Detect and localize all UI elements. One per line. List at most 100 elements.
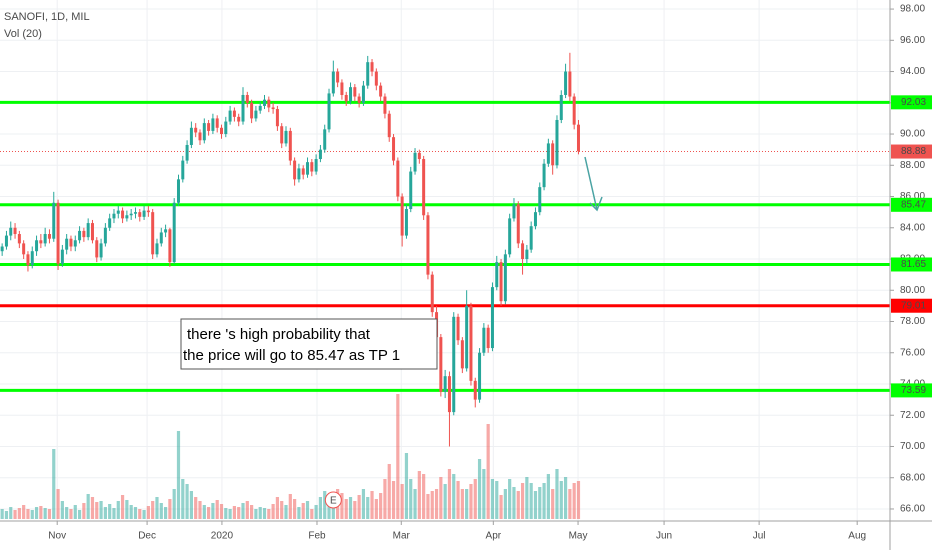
candle-body	[172, 202, 176, 263]
volume-bar	[172, 489, 176, 519]
volume-bar	[396, 394, 400, 519]
volume-bar	[456, 481, 460, 519]
candle-body	[409, 171, 413, 210]
y-tick-label: 68.00	[900, 472, 925, 483]
candle-body	[108, 218, 112, 228]
candle-body	[460, 340, 464, 369]
volume-bar	[529, 483, 533, 519]
candle-body	[39, 240, 43, 244]
volume-bar	[323, 491, 327, 519]
volume-bar	[0, 509, 4, 519]
volume-bar	[245, 501, 249, 519]
volume-bar	[331, 501, 335, 519]
annotation-line: the price will go to 85.47 as TP 1	[183, 347, 400, 364]
volume-bar	[357, 495, 361, 519]
volume-bar	[228, 509, 232, 519]
candle-body	[495, 262, 499, 288]
candle-body	[379, 85, 383, 97]
volume-bar	[447, 469, 452, 519]
candle-body	[456, 316, 460, 341]
candle-body	[232, 110, 236, 117]
volume-bar	[477, 459, 482, 519]
volume-bar	[318, 497, 323, 519]
volume-bar	[563, 477, 568, 519]
candle-body	[426, 215, 430, 275]
volume-bar	[434, 489, 439, 519]
candle-body	[331, 71, 335, 94]
volume-bar	[422, 474, 426, 519]
candle-body	[155, 243, 159, 255]
candle-body	[413, 152, 417, 172]
volume-bar	[26, 509, 30, 519]
candle-body	[52, 202, 56, 239]
last-price-badge	[891, 144, 932, 159]
level-label: 73.59	[901, 385, 926, 396]
volume-bar	[202, 505, 206, 519]
volume-bar	[39, 506, 43, 519]
candle-body	[99, 243, 103, 258]
candle-body	[284, 130, 288, 144]
volume-bar	[387, 464, 391, 519]
volume-bar	[219, 504, 224, 519]
volume-bar	[559, 481, 563, 519]
volume-bar	[280, 501, 284, 519]
candle-body	[297, 168, 301, 180]
candle-body	[47, 234, 51, 239]
candle-body	[486, 327, 490, 349]
volume-bar	[495, 481, 499, 519]
volume-bar	[340, 493, 344, 519]
candle-body	[318, 149, 322, 160]
candle-body	[357, 96, 361, 103]
level-label: 92.03	[901, 97, 926, 108]
volume-bar	[404, 453, 409, 519]
volume-bar	[211, 503, 215, 519]
candle-body	[125, 215, 129, 219]
candle-body	[73, 240, 77, 247]
volume-bar	[142, 510, 146, 519]
candle-body	[572, 96, 576, 125]
volume-bar	[34, 507, 39, 519]
volume-bar	[215, 500, 219, 519]
volume-bar	[370, 491, 374, 519]
candle-body	[245, 94, 249, 103]
candle-body	[396, 160, 400, 197]
volume-bar	[82, 503, 86, 519]
last-price-label: 88.88	[901, 146, 926, 157]
candle-body	[202, 123, 206, 141]
candle-body	[164, 229, 168, 233]
candle-body	[95, 240, 99, 258]
volume-bar	[129, 505, 133, 519]
candle-body	[43, 234, 47, 244]
volume-bar	[65, 507, 69, 519]
volume-bar	[22, 505, 26, 519]
candle-body	[112, 213, 116, 219]
volume-bar	[361, 489, 366, 519]
level-badge	[891, 197, 932, 212]
candle-body	[228, 110, 232, 122]
volume-bar	[383, 479, 387, 519]
level-badge	[891, 257, 932, 272]
volume-bar	[103, 507, 107, 519]
volume-bar	[138, 509, 142, 519]
volume-bar	[99, 501, 103, 519]
candle-body	[430, 274, 434, 313]
volume-bar	[538, 487, 542, 519]
candle-body	[529, 226, 533, 250]
x-tick-label: Dec	[138, 531, 156, 542]
candle-body	[224, 121, 228, 135]
candle-body	[146, 210, 150, 213]
candle-body	[215, 118, 219, 128]
candle-body	[478, 352, 482, 400]
candle-body	[198, 132, 202, 141]
candle-body	[508, 218, 512, 255]
volume-bar	[120, 495, 125, 519]
volume-bar	[503, 489, 507, 519]
candle-body	[400, 196, 404, 236]
candle-body	[168, 229, 172, 263]
volume-bar	[293, 499, 297, 519]
x-tick-label: Apr	[486, 531, 502, 542]
volume-bar	[275, 497, 280, 519]
volume-bar	[185, 484, 189, 519]
